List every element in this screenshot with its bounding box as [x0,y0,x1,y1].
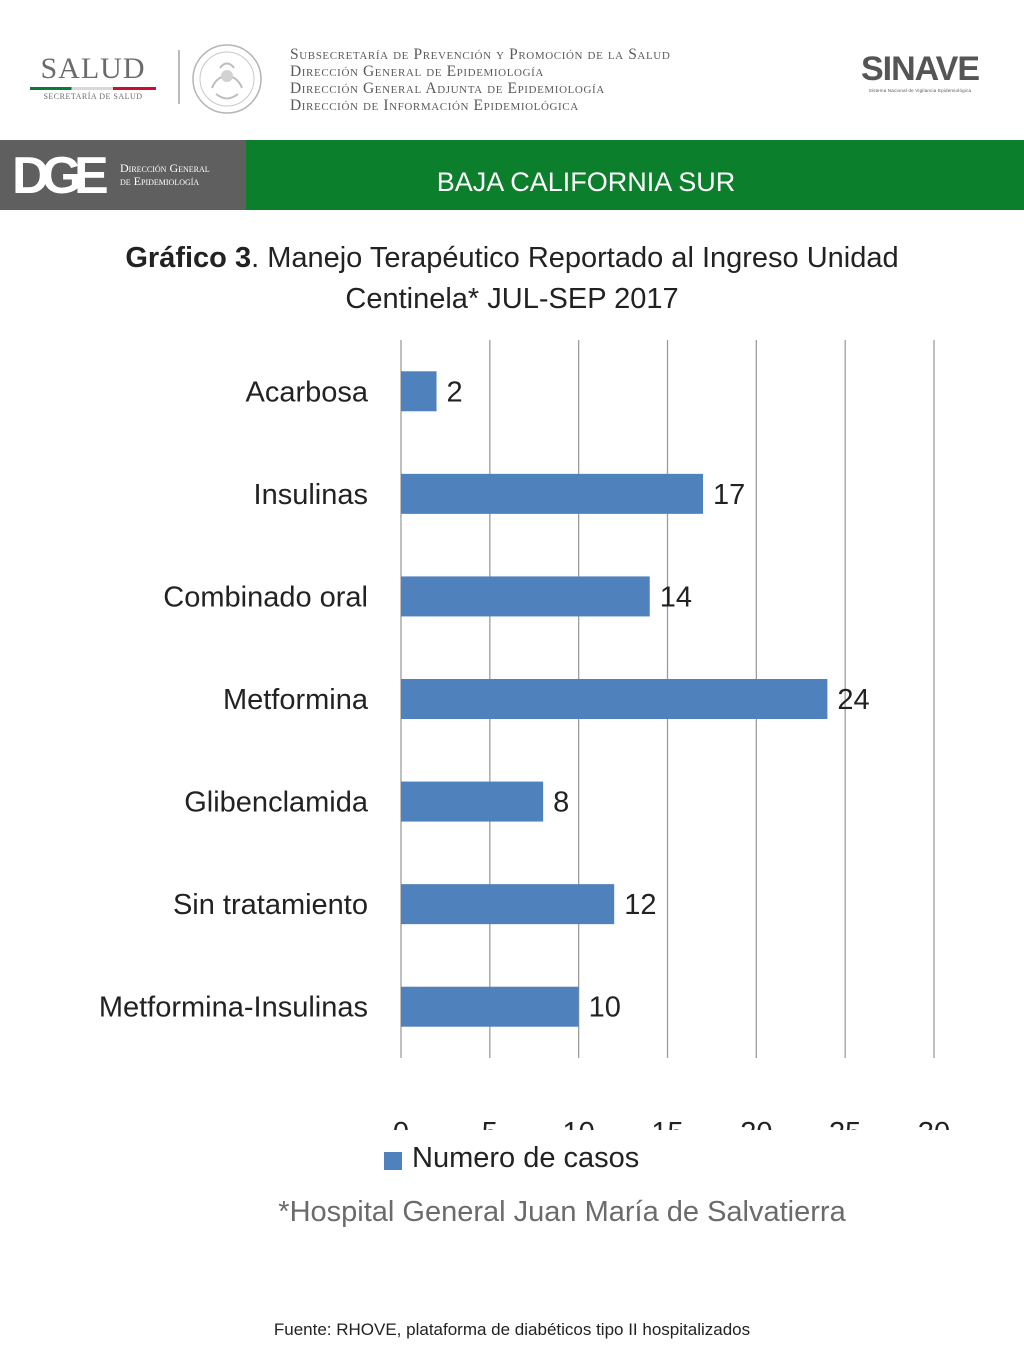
header-divider [178,50,180,104]
salud-logo-rule [30,87,156,90]
x-tick-label: 0 [393,1117,409,1130]
x-tick-label: 15 [651,1117,683,1130]
state-block: BAJA CALIFORNIA SUR [246,140,1024,210]
source-note: Fuente: RHOVE, plataforma de diabéticos … [273,1320,751,1339]
chart-title-text: . Manejo Terapéutico Reportado al Ingres… [251,242,899,274]
x-tick-label: 10 [563,1117,595,1130]
chart-title-line2: Centinela* JUL-SEP 2017 [345,283,679,315]
page-header: SALUD SECRETARÍA DE SALUD Subsecretaría … [0,0,1024,140]
sinave-logo: SINAVE Sistema Nacional de Vigilancia Ep… [850,50,990,100]
agency-line: Dirección General Adjunta de Epidemiolog… [290,80,605,97]
value-label: 8 [553,787,569,819]
dge-line: Dirección General [120,161,210,175]
bar [401,371,437,412]
category-label: Combinado oral [163,581,368,613]
bar-chart: Acarbosa Insulinas Combinado oral Metformin… [99,340,950,1130]
footnote: *Hospital General Juan María de Salvatie… [278,1196,846,1228]
chart-title-label: Gráfico 3 [125,242,252,274]
category-label: Metformina [223,684,369,716]
legend-label: Numero de casos [412,1142,640,1174]
category-label: Metformina-Insulinas [99,992,368,1024]
dge-line: de Epidemiología [120,174,200,188]
bar [401,678,828,720]
sinave-logo-word: SINAVE [860,50,980,88]
agency-line: Subsecretaría de Prevención y Promoción … [290,46,671,63]
category-label: Sin tratamiento [173,889,368,921]
national-seal-icon [192,44,262,114]
x-tick-label: 5 [482,1117,498,1130]
bar [401,576,650,617]
banner: DGE Dirección General de Epidemiología B… [0,140,1024,210]
agency-line: Dirección General de Epidemiología [290,63,544,80]
bar [401,884,615,925]
value-label: 12 [624,889,656,921]
x-tick-label: 20 [740,1117,772,1130]
chart-bars [401,371,828,1027]
value-label: 24 [837,684,869,716]
dge-logo-mark: DGE [12,147,109,205]
chart-value-labels: 2 17 14 24 8 12 10 [447,376,870,1023]
agency-line: Dirección de Información Epidemiológica [290,97,579,114]
salud-logo-word: SALUD [40,52,146,85]
category-label: Insulinas [254,479,368,511]
salud-logo-subtitle: SECRETARÍA DE SALUD [43,92,143,101]
category-label: Acarbosa [245,376,368,408]
x-tick-label: 30 [918,1117,950,1130]
value-label: 17 [713,479,745,511]
bar [401,986,579,1027]
sinave-logo-subtitle: Sistema Nacional de Vigilancia Epidemiol… [868,88,972,93]
chart-title: Gráfico 3. Manejo Terapéutico Reportado … [40,238,984,320]
chart-category-labels: Acarbosa Insulinas Combinado oral Metformin… [99,376,369,1023]
value-label: 10 [589,992,621,1024]
agency-names: Subsecretaría de Prevención y Promoción … [290,46,810,114]
bar [401,473,704,514]
legend-swatch [384,1152,402,1170]
value-label: 2 [447,376,463,408]
salud-logo: SALUD SECRETARÍA DE SALUD [28,52,158,102]
value-label: 14 [660,581,692,613]
bar [401,781,544,822]
state-name: BAJA CALIFORNIA SUR [436,167,736,197]
category-label: Glibenclamida [184,787,369,819]
dge-logo-text: Dirección General de Epidemiología [120,162,210,188]
chart-x-tick-labels: 0 5 10 15 20 25 30 [393,1117,950,1130]
dge-block: DGE Dirección General de Epidemiología [0,140,246,210]
x-tick-label: 25 [829,1117,861,1130]
